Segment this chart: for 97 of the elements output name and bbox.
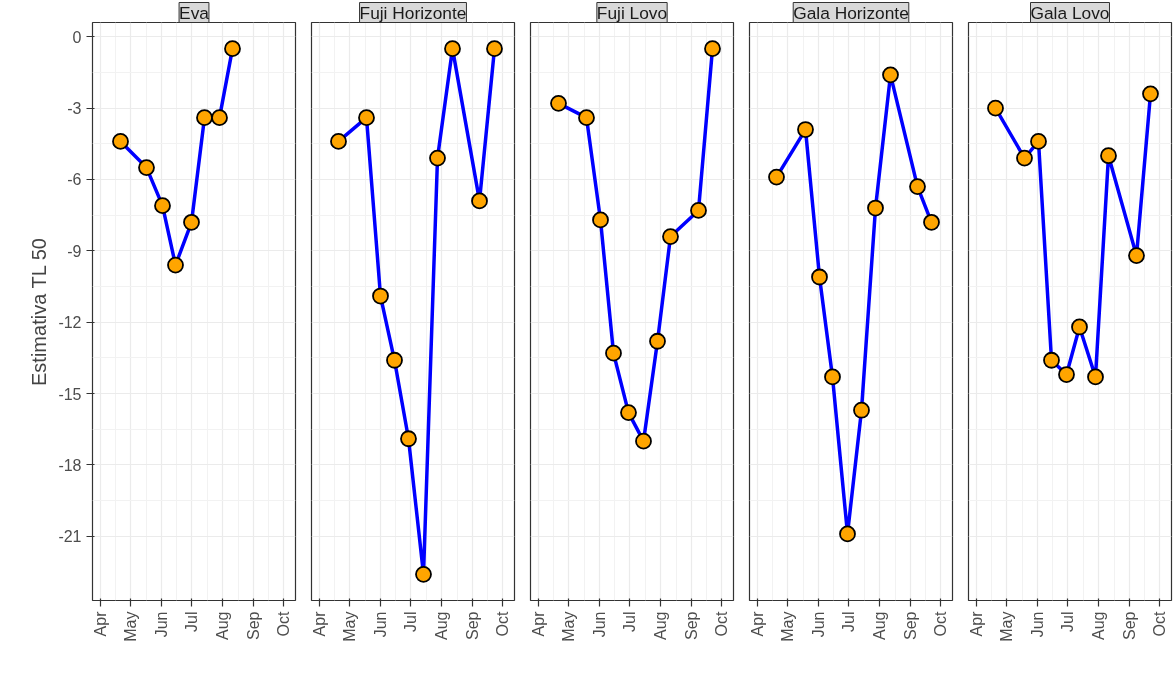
point xyxy=(471,192,488,210)
point xyxy=(592,211,609,229)
y-tick-label: -12 xyxy=(58,314,82,332)
point xyxy=(486,40,503,58)
point xyxy=(224,40,241,58)
point xyxy=(112,133,129,150)
x-tick-label: Jul xyxy=(840,611,857,632)
point xyxy=(1100,147,1117,165)
x-tick-label: Sep xyxy=(464,611,481,640)
point xyxy=(1142,85,1159,103)
point xyxy=(1016,149,1033,167)
x-tick-label: Oct xyxy=(713,610,730,637)
x-tick-label: Jun xyxy=(153,611,170,638)
point xyxy=(853,401,870,419)
x-tick-label: May xyxy=(779,611,796,642)
x-tick-label: Oct xyxy=(275,610,292,637)
x-tick-label: Aug xyxy=(214,611,231,640)
point xyxy=(811,268,828,286)
chart-title: Eva xyxy=(179,2,210,23)
point xyxy=(909,178,926,196)
point xyxy=(330,133,347,150)
chart-title: Gala Horizonte xyxy=(793,2,909,23)
point xyxy=(183,213,200,231)
y-axis-title: Estimativa TL 50 xyxy=(28,238,51,386)
point xyxy=(154,197,171,215)
x-tick-label: Sep xyxy=(245,611,262,640)
point xyxy=(1030,133,1047,150)
x-tick-label: Jun xyxy=(591,611,608,638)
x-tick-label: Jul xyxy=(402,611,419,632)
point xyxy=(444,40,461,58)
chart-title: Fuji Lovo xyxy=(596,2,668,23)
point xyxy=(372,287,389,305)
y-tick-label: -18 xyxy=(58,456,82,474)
point xyxy=(797,121,814,138)
x-tick-label: Apr xyxy=(530,610,547,637)
x-tick-label: Aug xyxy=(652,611,669,640)
y-tick-label: -9 xyxy=(67,242,82,260)
point xyxy=(1071,318,1088,336)
x-tick-label: May xyxy=(341,611,358,642)
x-tick-label: May xyxy=(998,611,1015,642)
point xyxy=(1128,247,1145,264)
point xyxy=(605,344,622,362)
x-tick-label: Jun xyxy=(810,611,827,638)
point xyxy=(1043,351,1060,369)
point xyxy=(824,368,841,386)
point xyxy=(578,109,595,127)
point xyxy=(923,213,940,231)
x-tick-label: Sep xyxy=(902,611,919,640)
x-tick-label: Apr xyxy=(968,610,985,637)
point xyxy=(690,202,707,219)
point xyxy=(882,66,899,84)
point xyxy=(550,94,567,112)
point xyxy=(138,159,155,176)
point xyxy=(386,351,403,369)
point xyxy=(635,432,652,450)
chart-title: Fuji Horizonte xyxy=(359,2,467,23)
x-tick-label: Aug xyxy=(871,611,888,640)
point xyxy=(1087,368,1104,386)
x-tick-label: Jul xyxy=(183,611,200,632)
y-tick-label: -15 xyxy=(58,385,82,403)
x-tick-label: Jul xyxy=(621,611,638,632)
y-tick-label: -3 xyxy=(67,100,82,118)
point xyxy=(1058,366,1075,383)
x-tick-label: Jun xyxy=(372,611,389,638)
point xyxy=(358,109,375,127)
x-tick-label: Oct xyxy=(932,610,949,637)
point xyxy=(415,565,432,583)
point xyxy=(839,525,856,543)
y-tick-label: 0 xyxy=(72,28,82,46)
y-tick-label: -6 xyxy=(67,171,82,189)
point xyxy=(211,109,228,127)
x-tick-label: May xyxy=(122,611,139,642)
point xyxy=(662,228,679,245)
point xyxy=(167,256,184,274)
x-tick-label: Oct xyxy=(494,610,511,637)
x-tick-label: Oct xyxy=(1151,610,1168,637)
point xyxy=(400,430,417,448)
x-tick-label: Jun xyxy=(1029,611,1046,638)
x-tick-label: Apr xyxy=(92,610,109,637)
y-tick-label: -21 xyxy=(58,528,82,546)
x-tick-label: Sep xyxy=(683,611,700,640)
point xyxy=(649,332,666,350)
x-tick-label: Jul xyxy=(1059,611,1076,632)
point xyxy=(768,168,785,186)
point xyxy=(704,40,721,58)
x-tick-label: Apr xyxy=(311,610,328,637)
point xyxy=(429,149,446,167)
point xyxy=(987,99,1004,117)
chart-title: Gala Lovo xyxy=(1030,2,1110,23)
point xyxy=(620,404,637,421)
point xyxy=(867,199,884,217)
x-tick-label: Aug xyxy=(1090,611,1107,640)
point xyxy=(196,109,213,127)
x-tick-label: Apr xyxy=(749,610,766,637)
x-tick-label: Aug xyxy=(433,611,450,640)
x-tick-label: May xyxy=(560,611,577,642)
x-tick-label: Sep xyxy=(1121,611,1138,640)
